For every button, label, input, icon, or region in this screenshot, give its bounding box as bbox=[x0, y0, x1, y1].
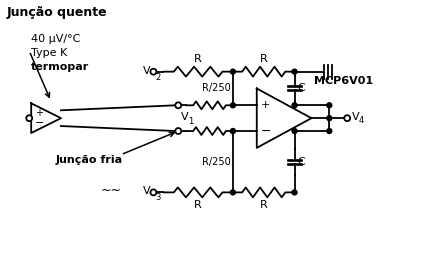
Text: 2: 2 bbox=[155, 73, 160, 82]
Circle shape bbox=[291, 190, 297, 195]
Text: −: − bbox=[34, 118, 44, 128]
Circle shape bbox=[326, 116, 331, 121]
Circle shape bbox=[230, 129, 235, 133]
Text: R: R bbox=[194, 54, 201, 64]
Text: 1: 1 bbox=[188, 117, 193, 126]
Text: 40 μV/°C: 40 μV/°C bbox=[31, 34, 81, 44]
Circle shape bbox=[150, 189, 156, 195]
Text: Type K: Type K bbox=[31, 48, 67, 58]
Text: +: + bbox=[35, 108, 43, 118]
Text: Junção fria: Junção fria bbox=[56, 155, 123, 165]
Text: Junção quente: Junção quente bbox=[6, 6, 107, 19]
Text: V: V bbox=[351, 112, 359, 122]
Text: V: V bbox=[142, 187, 150, 196]
Text: 4: 4 bbox=[358, 116, 364, 125]
Circle shape bbox=[150, 69, 156, 75]
Text: termopar: termopar bbox=[31, 62, 89, 72]
Circle shape bbox=[175, 128, 181, 134]
Circle shape bbox=[291, 69, 297, 74]
Text: V: V bbox=[142, 66, 150, 76]
Circle shape bbox=[343, 115, 350, 121]
Circle shape bbox=[175, 102, 181, 108]
Text: R: R bbox=[259, 200, 267, 210]
Circle shape bbox=[230, 69, 235, 74]
Circle shape bbox=[230, 190, 235, 195]
Circle shape bbox=[291, 129, 297, 133]
Text: V: V bbox=[181, 112, 188, 122]
Text: MCP6V01: MCP6V01 bbox=[314, 76, 373, 87]
Text: C: C bbox=[297, 157, 304, 167]
Circle shape bbox=[291, 103, 297, 108]
Text: ∼∼: ∼∼ bbox=[100, 184, 121, 197]
Text: R: R bbox=[259, 54, 267, 64]
Text: R: R bbox=[194, 200, 201, 210]
Circle shape bbox=[326, 129, 331, 133]
Text: R/250: R/250 bbox=[202, 157, 230, 167]
Text: −: − bbox=[260, 125, 270, 137]
Circle shape bbox=[326, 103, 331, 108]
Circle shape bbox=[230, 103, 235, 108]
Text: R/250: R/250 bbox=[202, 83, 230, 94]
Circle shape bbox=[26, 115, 32, 121]
Text: C: C bbox=[297, 83, 304, 94]
Text: 3: 3 bbox=[155, 193, 160, 202]
Text: +: + bbox=[261, 100, 270, 110]
